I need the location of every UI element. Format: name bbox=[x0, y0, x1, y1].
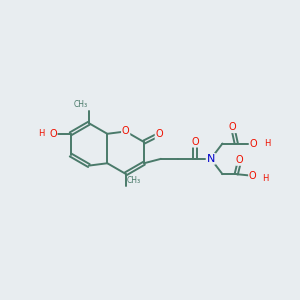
Text: O: O bbox=[229, 122, 236, 132]
Text: O: O bbox=[236, 155, 244, 165]
Text: O: O bbox=[122, 126, 130, 136]
Text: N: N bbox=[207, 154, 215, 164]
Text: O: O bbox=[155, 129, 163, 140]
Text: O: O bbox=[250, 139, 257, 148]
Text: O: O bbox=[249, 171, 256, 181]
Text: H: H bbox=[38, 129, 44, 138]
Text: CH₃: CH₃ bbox=[74, 100, 88, 109]
Text: O: O bbox=[191, 137, 199, 147]
Text: H: H bbox=[262, 174, 268, 183]
Text: H: H bbox=[264, 139, 270, 148]
Text: CH₃: CH₃ bbox=[127, 176, 141, 185]
Text: O: O bbox=[49, 129, 57, 139]
